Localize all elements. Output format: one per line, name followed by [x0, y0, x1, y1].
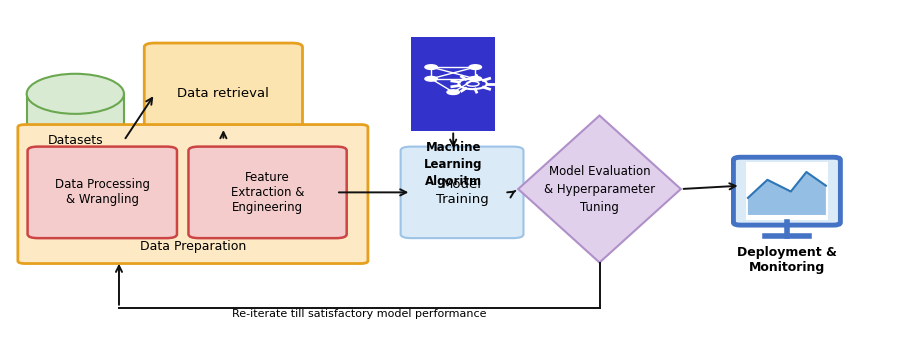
- Circle shape: [425, 65, 437, 70]
- Text: Machine
Learning
Algoritm: Machine Learning Algoritm: [424, 141, 483, 188]
- FancyBboxPatch shape: [411, 37, 495, 130]
- FancyBboxPatch shape: [27, 94, 124, 187]
- Circle shape: [469, 77, 482, 81]
- FancyBboxPatch shape: [28, 147, 177, 238]
- Text: Model
Training: Model Training: [436, 179, 488, 206]
- Circle shape: [469, 65, 482, 70]
- FancyBboxPatch shape: [189, 147, 346, 238]
- Circle shape: [447, 90, 459, 95]
- Text: Data Preparation: Data Preparation: [140, 239, 246, 253]
- Text: Deployment &
Monitoring: Deployment & Monitoring: [737, 246, 837, 274]
- Text: Feature
Extraction &
Engineering: Feature Extraction & Engineering: [231, 171, 304, 214]
- Ellipse shape: [27, 74, 124, 114]
- Text: Model Evaluation
& Hyperparameter
Tuning: Model Evaluation & Hyperparameter Tuning: [544, 165, 655, 214]
- Text: Data retrieval: Data retrieval: [178, 87, 270, 100]
- FancyBboxPatch shape: [733, 157, 841, 225]
- Polygon shape: [518, 116, 681, 262]
- Text: Datasets: Datasets: [48, 134, 103, 147]
- FancyBboxPatch shape: [746, 162, 828, 220]
- Text: Re-iterate till satisfactory model performance: Re-iterate till satisfactory model perfo…: [232, 309, 486, 319]
- Ellipse shape: [27, 167, 124, 207]
- FancyBboxPatch shape: [18, 125, 368, 263]
- Text: Data Processing
& Wrangling: Data Processing & Wrangling: [55, 179, 150, 206]
- Circle shape: [425, 77, 437, 81]
- FancyBboxPatch shape: [144, 43, 302, 145]
- FancyBboxPatch shape: [400, 147, 523, 238]
